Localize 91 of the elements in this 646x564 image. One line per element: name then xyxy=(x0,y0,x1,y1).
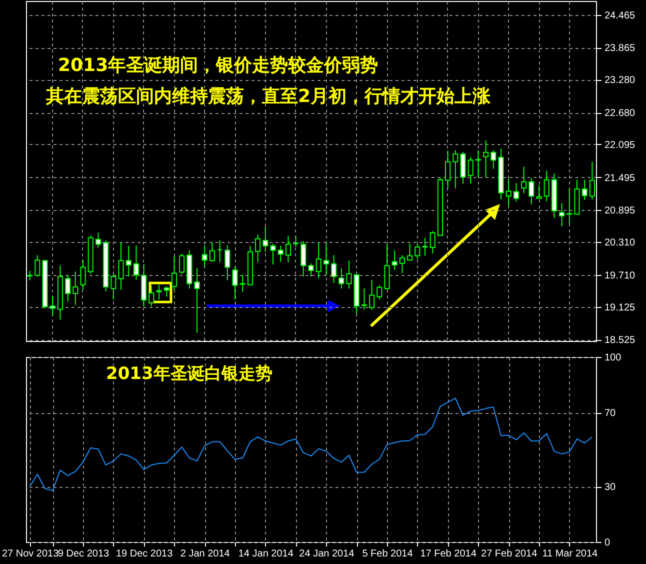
candlestick xyxy=(270,243,276,265)
candlestick xyxy=(582,179,588,200)
y-tick-label: 20.895 xyxy=(604,206,636,217)
candlestick xyxy=(240,274,246,292)
candlestick xyxy=(392,250,398,270)
y-tick-label: 0 xyxy=(604,538,610,548)
x-tick-label: 27 Feb 2014 xyxy=(481,548,538,560)
candlestick xyxy=(65,274,71,302)
y-tick-label: 22.095 xyxy=(604,140,636,151)
x-tick-label: 5 Feb 2014 xyxy=(362,548,414,560)
y-tick-label: 19.125 xyxy=(604,302,636,314)
x-tick-label: 24 Jan 2014 xyxy=(299,548,355,560)
candlestick xyxy=(278,245,284,262)
candlestick xyxy=(133,244,139,280)
y-tick-label: 23.280 xyxy=(604,75,636,86)
candlestick xyxy=(536,184,542,199)
candlestick xyxy=(376,284,382,300)
x-tick-label: 2 Jan 2014 xyxy=(180,548,230,560)
x-tick-label: 27 Nov 2013 xyxy=(2,548,60,560)
candlestick xyxy=(209,242,215,262)
candlestick xyxy=(346,260,352,290)
candlestick xyxy=(513,182,519,202)
candlestick xyxy=(384,244,390,290)
x-tick-label: 19 Dec 2013 xyxy=(116,548,174,560)
candlestick xyxy=(194,268,200,334)
candlestick xyxy=(452,150,458,189)
candlestick xyxy=(72,271,78,306)
candlestick xyxy=(559,202,565,227)
y-tick-label: 100 xyxy=(604,352,622,364)
x-tick-label: 14 Jan 2014 xyxy=(238,548,294,560)
y-tick-label: 20.310 xyxy=(604,238,636,249)
candlestick xyxy=(110,272,116,300)
candlestick xyxy=(95,232,101,248)
candlestick xyxy=(224,244,230,281)
y-tick-label: 30 xyxy=(604,482,616,493)
candlestick xyxy=(338,268,344,290)
candlestick xyxy=(262,226,268,252)
candlestick xyxy=(217,240,223,263)
candlestick xyxy=(300,240,306,277)
candlestick xyxy=(589,161,595,200)
candlestick xyxy=(126,245,132,277)
candlestick xyxy=(490,150,496,170)
candlestick xyxy=(164,286,170,298)
candlestick xyxy=(407,243,413,262)
y-tick-label: 23.865 xyxy=(604,43,636,54)
candlestick xyxy=(566,188,572,225)
candlestick xyxy=(232,266,238,300)
y-tick-label: 21.495 xyxy=(604,172,636,184)
y-tick-label: 18.525 xyxy=(604,335,636,346)
candlestick xyxy=(308,262,314,277)
x-tick-label: 17 Feb 2014 xyxy=(420,548,477,560)
y-tick-label: 19.710 xyxy=(604,270,636,282)
candlestick xyxy=(118,242,124,290)
candlestick xyxy=(156,284,162,300)
candlestick xyxy=(285,236,291,263)
candlestick xyxy=(399,254,405,274)
candlestick xyxy=(528,178,534,205)
chart-title: 2013年圣诞白银走势 xyxy=(106,364,272,384)
annotation: 其在震荡区间内维持震荡，直至2月初，行情才开始上涨 xyxy=(45,86,492,107)
candlestick xyxy=(430,230,436,254)
candlestick xyxy=(80,260,86,290)
candlestick xyxy=(34,254,40,277)
candlestick xyxy=(475,150,481,178)
candlestick xyxy=(414,244,420,260)
candlestick xyxy=(544,170,550,202)
annotation: 2013年圣诞期间，银价走势较金价弱势 xyxy=(58,55,378,76)
candlestick xyxy=(255,234,261,263)
candlestick xyxy=(331,254,337,284)
candlestick xyxy=(293,236,299,248)
candlestick xyxy=(179,253,185,274)
candlestick xyxy=(361,288,367,310)
candlestick xyxy=(323,243,329,276)
candlestick xyxy=(521,166,527,194)
candlestick xyxy=(171,255,177,290)
y-tick-label: 70 xyxy=(604,408,616,419)
candlestick xyxy=(445,150,451,189)
x-tick-label: 9 Dec 2013 xyxy=(58,548,110,560)
line-series xyxy=(29,398,593,492)
candlestick xyxy=(506,178,512,206)
candlestick xyxy=(202,244,208,268)
y-tick-label: 22.680 xyxy=(604,108,636,120)
x-tick-label: 11 Mar 2014 xyxy=(542,548,598,560)
candlestick xyxy=(50,296,56,316)
candlestick xyxy=(422,237,428,256)
candlestick xyxy=(468,156,474,184)
candlestick xyxy=(460,151,466,184)
candlestick xyxy=(483,140,489,178)
candlestick xyxy=(148,286,154,308)
candlestick xyxy=(369,279,375,310)
candlestick xyxy=(316,242,322,279)
y-tick-label: 24.465 xyxy=(604,10,636,22)
